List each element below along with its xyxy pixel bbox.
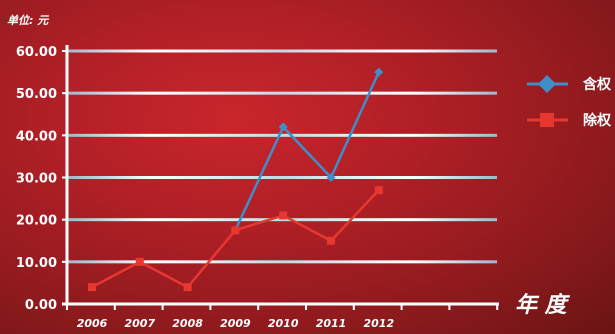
data-point (374, 67, 384, 77)
data-point (279, 211, 288, 220)
x-tick-label: 2012 (363, 317, 394, 330)
grid-line (67, 218, 497, 222)
series-line-1 (234, 71, 380, 231)
x-tick-label: 2009 (220, 317, 251, 330)
legend-label: 含权 (583, 76, 612, 93)
unit-label: 单位: 元 (7, 14, 49, 27)
legend-marker (540, 113, 554, 127)
y-tick-label: 20.00 (16, 214, 57, 229)
data-point (135, 257, 144, 266)
x-tick-label: 2010 (268, 317, 299, 330)
y-tick-label: 40.00 (16, 129, 57, 144)
grid-line (67, 133, 497, 137)
data-point (327, 236, 335, 245)
data-point (326, 173, 336, 182)
grid-line (67, 49, 497, 53)
data-point (183, 283, 192, 292)
x-tick-label: 2008 (172, 317, 203, 330)
grid-line (67, 91, 497, 95)
y-tick-label: 0.00 (25, 298, 57, 313)
x-tick-label: 2007 (124, 317, 155, 330)
y-tick-label: 10.00 (16, 256, 57, 271)
grid-line (67, 260, 497, 264)
x-tick-label: 2006 (77, 317, 108, 330)
data-point (88, 283, 96, 292)
chart-text: 单位: 元 年 度 0.00 10.00 20.00 30.00 40.00 50.00 6… (7, 14, 571, 330)
series-lines (88, 67, 384, 292)
grid-lines (67, 49, 497, 264)
series-line-2 (91, 189, 380, 289)
axes (62, 45, 499, 310)
legend-label: 除权 (583, 112, 612, 129)
y-tick-label: 30.00 (16, 172, 57, 187)
data-point (231, 226, 240, 235)
y-tick-label: 50.00 (16, 87, 57, 102)
grid-line (67, 176, 497, 179)
x-tick-label: 2011 (316, 317, 347, 330)
y-tick-label: 60.00 (16, 45, 57, 60)
data-point (374, 186, 383, 195)
x-axis-label: 年 度 (515, 292, 571, 318)
legend-marker (538, 75, 556, 93)
data-point (278, 122, 288, 132)
